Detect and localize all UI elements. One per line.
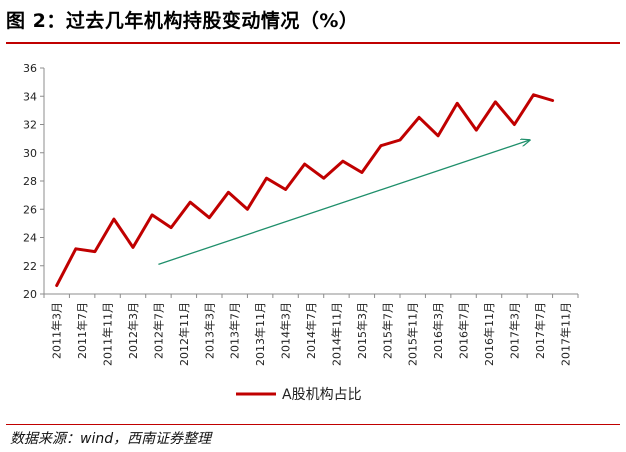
x-tick-label: 2017年11月 [558, 302, 572, 366]
data-source-note: 数据来源：wind，西南证券整理 [10, 431, 212, 447]
data-point [417, 116, 421, 119]
x-tick-label: 2014年7月 [304, 302, 318, 359]
data-point [246, 208, 249, 211]
y-tick-label: 22 [23, 260, 37, 273]
data-point [112, 217, 116, 221]
x-tick-label: 2012年11月 [177, 302, 191, 366]
x-tick-label: 2014年3月 [279, 302, 293, 359]
data-point [227, 191, 230, 194]
x-tick-label: 2013年7月 [228, 302, 242, 359]
data-point [74, 247, 78, 250]
data-point [322, 177, 325, 180]
chart-legend: A股机构占比 [236, 387, 362, 403]
data-point [456, 102, 459, 105]
x-tick-label: 2016年3月 [431, 302, 445, 359]
x-tick-label: 2016年7月 [457, 302, 471, 359]
data-point [189, 201, 192, 204]
data-point [398, 138, 402, 142]
x-tick-label: 2011年7月 [75, 302, 89, 359]
data-point [131, 246, 135, 249]
data-point [265, 177, 268, 180]
data-point [150, 213, 154, 217]
annotation-group [158, 140, 529, 265]
legend-label: A股机构占比 [282, 387, 362, 403]
x-tick-label: 2015年7月 [380, 302, 394, 359]
data-point [532, 93, 535, 96]
x-tick-label: 2015年3月 [355, 302, 369, 359]
data-point [341, 160, 344, 163]
data-point [55, 284, 58, 287]
trend-arrow [158, 140, 529, 265]
data-point [513, 123, 516, 126]
series-line [55, 93, 555, 287]
x-tick-label: 2015年11月 [406, 302, 420, 366]
y-tick-label: 28 [23, 175, 37, 188]
data-point [284, 188, 287, 191]
data-point [208, 216, 211, 219]
x-axis-ticks: 2011年3月 2011年7月 2011年11月 2012年3月 2012年7月 2012… [43, 294, 579, 366]
line-chart: 20 22 24 26 28 30 32 34 36 2011年3月 2011年7月 2011年11… [23, 62, 579, 403]
y-tick-label: 30 [23, 147, 37, 160]
y-tick-label: 36 [23, 62, 37, 75]
data-point [360, 171, 364, 174]
y-tick-label: 20 [23, 288, 37, 301]
x-tick-label: 2011年3月 [50, 302, 64, 359]
y-tick-label: 32 [23, 119, 37, 132]
chart-axes [43, 68, 578, 295]
source-divider [6, 424, 620, 425]
data-point [303, 162, 306, 166]
data-point [93, 250, 97, 253]
x-tick-label: 2012年3月 [126, 302, 140, 359]
x-tick-label: 2017年7月 [533, 302, 547, 359]
x-tick-label: 2012年7月 [151, 302, 165, 359]
x-tick-label: 2013年3月 [202, 302, 216, 359]
page-title: 图 2：过去几年机构持股变动情况（%） [6, 10, 359, 32]
data-point [379, 144, 383, 147]
data-point [436, 134, 440, 137]
x-tick-label: 2014年11月 [329, 302, 343, 366]
data-point [551, 99, 554, 102]
y-tick-label: 26 [23, 203, 37, 216]
y-tick-label: 34 [23, 90, 37, 103]
data-point [169, 226, 173, 229]
y-tick-label: 24 [23, 232, 37, 245]
x-tick-label: 2016年11月 [482, 302, 496, 366]
title-divider [6, 42, 620, 44]
y-axis-ticks: 20 22 24 26 28 30 32 34 36 [23, 62, 44, 301]
x-tick-label: 2017年3月 [507, 302, 521, 359]
data-point [494, 100, 497, 104]
x-tick-label: 2011年11月 [101, 302, 115, 366]
data-point [475, 128, 478, 132]
x-tick-label: 2013年11月 [253, 302, 267, 366]
series-group [55, 93, 555, 287]
